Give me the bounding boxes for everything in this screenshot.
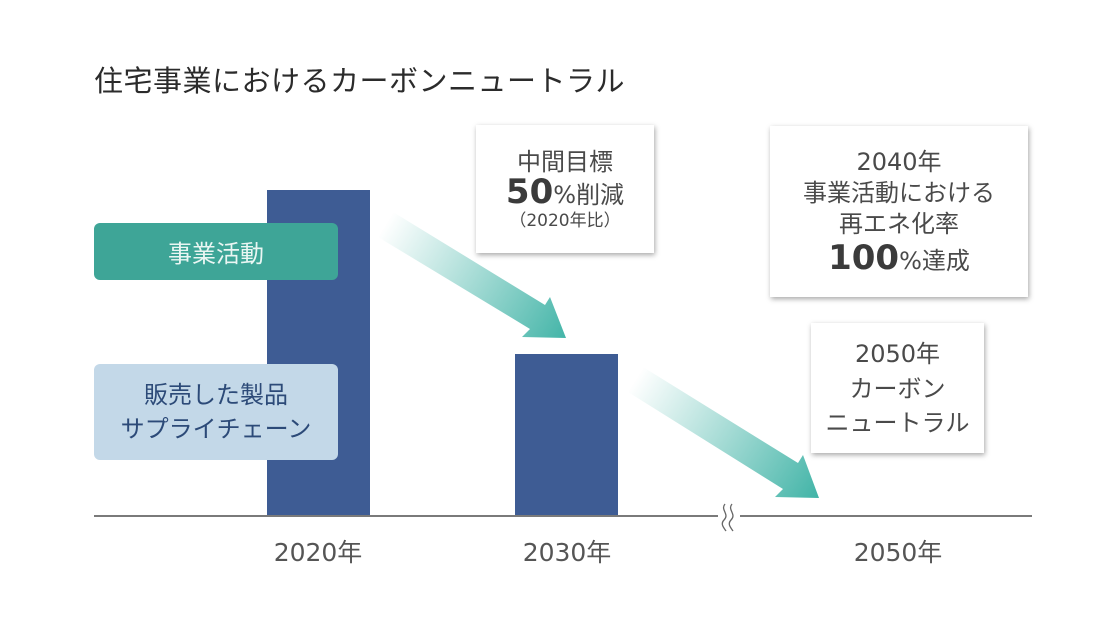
axis-break-icon (721, 503, 734, 532)
legend-supply-chain-line1: 販売した製品 (144, 381, 288, 409)
mid-target-heading: 中間目標 (517, 147, 613, 176)
x-axis-line (94, 515, 1032, 517)
target-2050-line3: ニュートラル (825, 409, 970, 437)
mid-target-value: 50 (505, 171, 554, 212)
mid-target-unit: % (553, 180, 577, 209)
target-2050-line2: カーボン (849, 375, 946, 403)
chart-title: 住宅事業におけるカーボンニュートラル (94, 64, 626, 98)
x-tick-2020: 2020年 (273, 538, 363, 567)
legend-supply-chain-line2: サプライチェーン (120, 415, 312, 443)
legend-business-activity: 事業活動 (94, 223, 338, 280)
mid-target-note: （2020年比） (509, 210, 621, 231)
mid-target-suffix: 削減 (576, 180, 625, 209)
target-2040-value: 100 (828, 237, 900, 278)
mid-target-card: 中間目標 50%削減 （2020年比） (476, 125, 654, 253)
target-2040-year: 2040年 (856, 147, 942, 176)
target-2050-year: 2050年 (854, 340, 941, 368)
mid-target-value-line: 50%削減 (506, 175, 625, 210)
target-2040-unit: % (899, 246, 922, 275)
target-2050-card: 2050年 カーボン ニュートラル (811, 323, 984, 453)
x-tick-2050: 2050年 (853, 538, 943, 567)
bar-2030 (515, 354, 618, 516)
target-2040-card: 2040年 事業活動における 再エネ化率 100%達成 (770, 126, 1028, 297)
target-2040-line3: 再エネ化率 (839, 209, 959, 238)
legend-supply-chain: 販売した製品 サプライチェーン (94, 364, 338, 460)
target-2040-suffix: 達成 (921, 246, 970, 275)
target-2040-line2: 事業活動における (803, 178, 995, 207)
arrow-2020-2030-icon (378, 212, 566, 338)
x-tick-2030: 2030年 (522, 538, 612, 567)
axis-break (718, 502, 740, 532)
arrow-2030-2050-icon (628, 367, 819, 498)
legend-business-activity-label: 事業活動 (168, 240, 264, 268)
target-2040-value-line: 100%達成 (828, 241, 970, 277)
